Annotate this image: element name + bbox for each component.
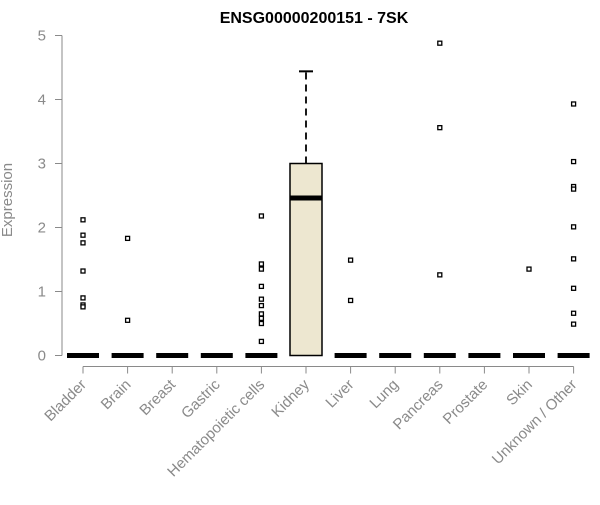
outlier-point [437,40,443,46]
outlier-point [80,295,86,301]
outlier-point [258,261,265,267]
outlier-point [570,310,577,316]
chart-title: ENSG00000200151 - 7SK [220,10,409,27]
x-tick-label: Liver [322,376,357,411]
outlier-point [80,268,86,274]
x-tick-label: Kidney [268,376,313,421]
outlier-point [570,186,577,192]
outlier-point [258,338,265,345]
y-tick-label: 2 [38,220,46,237]
y-tick-label: 0 [38,348,46,365]
y-tick-label: 3 [38,156,46,173]
outlier-point [258,266,265,272]
outlier-point [437,272,443,278]
outlier-point [258,315,265,322]
outlier-point [347,297,354,304]
y-tick-label: 4 [38,92,46,109]
boxes-layer [67,70,590,358]
outlier-point [258,311,265,317]
outlier-point [258,296,265,302]
outlier-point [570,321,577,327]
outlier-point [570,158,577,165]
x-tick-label: Skin [503,376,536,409]
x-tick-label: Prostate [440,376,492,428]
y-axis-label: Expression [0,163,16,237]
outlier-point [80,240,86,246]
outlier-point [570,256,577,262]
outlier-point [258,320,265,327]
outlier-point [80,217,86,223]
x-tick-label: Lung [366,376,402,412]
outlier-point [347,257,354,263]
outlier-point [526,266,532,272]
outlier-point [124,317,131,323]
outlier-point [258,302,265,309]
y-tick-label: 5 [38,28,46,45]
outlier-point [80,304,86,310]
x-tick-label: Brain [98,376,135,413]
outlier-point [258,213,265,219]
x-tick-label: Unknown / Other [489,376,581,468]
outlier-point [80,232,86,238]
outlier-point [570,101,577,107]
outlier-point [570,285,577,291]
y-tick-label: 1 [38,284,46,301]
outlier-point [570,224,577,230]
outlier-point [124,235,131,242]
outlier-point [437,125,443,131]
x-tick-label: Breast [136,376,179,419]
outliers-layer [80,40,577,345]
x-tick-label: Bladder [41,376,90,425]
box-body [289,162,323,357]
outlier-point [258,283,265,290]
